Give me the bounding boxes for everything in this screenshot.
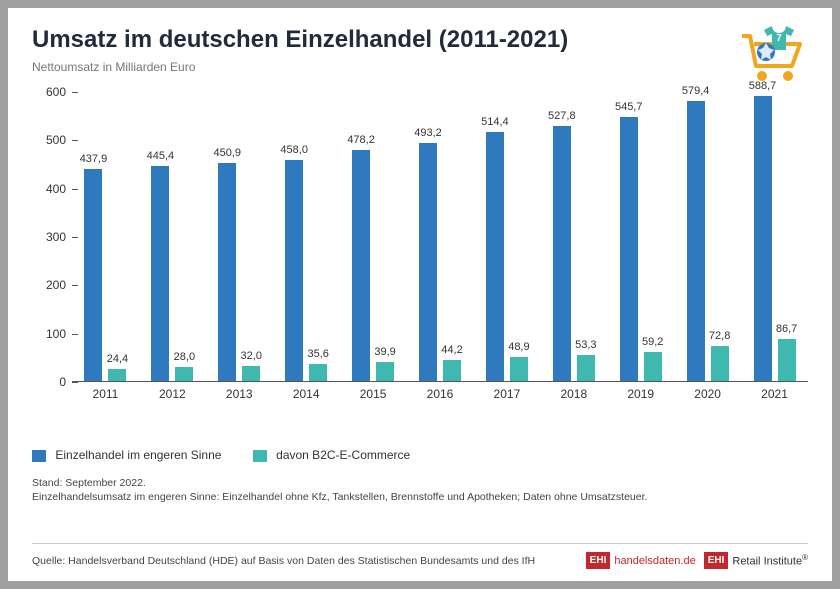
bar-value-label: 437,9: [80, 153, 108, 165]
bar-retail: [754, 96, 772, 381]
bar-retail: [687, 101, 705, 381]
bar-value-label: 28,0: [174, 351, 195, 363]
bar-ecommerce: [711, 346, 729, 381]
bar-ecommerce: [577, 355, 595, 381]
y-axis-tick: 600: [32, 85, 72, 99]
bar-value-label: 48,9: [508, 341, 529, 353]
x-axis-label: 2015: [360, 387, 387, 401]
x-axis-label: 2014: [293, 387, 320, 401]
footer: Quelle: Handelsverband Deutschland (HDE)…: [32, 543, 808, 569]
bar-value-label: 478,2: [347, 134, 375, 146]
bar-ecommerce: [443, 360, 461, 381]
bar-ecommerce: [778, 339, 796, 381]
bar-value-label: 59,2: [642, 336, 663, 348]
chart-area: 437,9 24,4 445,4 28,0 450,9 32,0 458,0 35,6 478,…: [32, 92, 808, 412]
x-axis-label: 2019: [627, 387, 654, 401]
legend: Einzelhandel im engeren Sinne davon B2C-…: [32, 448, 808, 462]
bar-value-label: 35,6: [307, 348, 328, 360]
y-axis-tick: 100: [32, 327, 72, 341]
bar-ecommerce: [108, 369, 126, 381]
bar-retail: [218, 163, 236, 381]
header-icon: 7: [738, 22, 808, 86]
bar-retail: [84, 169, 102, 381]
note-line: Stand: September 2022.: [32, 476, 808, 490]
bar-retail: [151, 166, 169, 381]
legend-item-ecommerce: davon B2C-E-Commerce: [253, 448, 410, 462]
logo-handelsdaten: EHI handelsdaten.de: [586, 552, 696, 569]
bar-value-label: 445,4: [147, 150, 175, 162]
bar-retail: [553, 126, 571, 381]
chart-card: 7 Umsatz im deutschen Einzelhandel (2011…: [8, 8, 832, 581]
legend-label: davon B2C-E-Commerce: [276, 448, 410, 462]
bar-value-label: 39,9: [374, 346, 395, 358]
bar-value-label: 32,0: [241, 350, 262, 362]
legend-label: Einzelhandel im engeren Sinne: [55, 448, 221, 462]
x-axis-label: 2012: [159, 387, 186, 401]
bar-ecommerce: [376, 362, 394, 381]
bar-retail: [285, 160, 303, 381]
source-text: Quelle: Handelsverband Deutschland (HDE)…: [32, 555, 535, 567]
legend-swatch: [253, 450, 267, 462]
legend-item-retail: Einzelhandel im engeren Sinne: [32, 448, 221, 462]
plot-region: 437,9 24,4 445,4 28,0 450,9 32,0 458,0 35,6 478,…: [72, 92, 808, 382]
bar-retail: [352, 150, 370, 381]
svg-text:7: 7: [776, 33, 782, 44]
note-line: Einzelhandelsumsatz im engeren Sinne: Ei…: [32, 490, 808, 504]
bar-value-label: 458,0: [280, 144, 308, 156]
y-axis-tick: 400: [32, 182, 72, 196]
footer-logos: EHI handelsdaten.de EHI Retail Institute…: [586, 552, 808, 569]
x-axis-label: 2013: [226, 387, 253, 401]
bar-retail: [620, 117, 638, 381]
y-axis-tick: 500: [32, 133, 72, 147]
x-axis-label: 2017: [494, 387, 521, 401]
bar-retail: [486, 132, 504, 381]
bar-ecommerce: [644, 352, 662, 381]
bar-ecommerce: [309, 364, 327, 381]
chart-notes: Stand: September 2022. Einzelhandelsumsa…: [32, 476, 808, 504]
bar-value-label: 588,7: [749, 80, 777, 92]
bar-value-label: 44,2: [441, 344, 462, 356]
bar-value-label: 514,4: [481, 116, 509, 128]
y-axis-tick: 200: [32, 278, 72, 292]
x-axis-label: 2016: [427, 387, 454, 401]
chart-subtitle: Nettoumsatz in Milliarden Euro: [32, 60, 808, 74]
y-axis-tick: 300: [32, 230, 72, 244]
x-axis-label: 2021: [761, 387, 788, 401]
bar-value-label: 24,4: [107, 353, 128, 365]
bar-value-label: 527,8: [548, 110, 576, 122]
legend-swatch: [32, 450, 46, 462]
chart-title: Umsatz im deutschen Einzelhandel (2011-2…: [32, 26, 808, 54]
bar-value-label: 86,7: [776, 323, 797, 335]
bar-ecommerce: [242, 366, 260, 381]
logo-retail-institute: EHI Retail Institute®: [704, 552, 808, 569]
y-axis-tick: 0: [32, 375, 72, 389]
bar-ecommerce: [510, 357, 528, 381]
bar-value-label: 579,4: [682, 85, 710, 97]
bar-value-label: 545,7: [615, 101, 643, 113]
bar-value-label: 53,3: [575, 339, 596, 351]
x-axis-label: 2011: [93, 387, 119, 401]
bar-value-label: 450,9: [214, 147, 242, 159]
bar-value-label: 493,2: [414, 127, 442, 139]
bar-retail: [419, 143, 437, 381]
x-axis-label: 2018: [560, 387, 587, 401]
x-axis-label: 2020: [694, 387, 721, 401]
bar-value-label: 72,8: [709, 330, 730, 342]
bar-ecommerce: [175, 367, 193, 381]
